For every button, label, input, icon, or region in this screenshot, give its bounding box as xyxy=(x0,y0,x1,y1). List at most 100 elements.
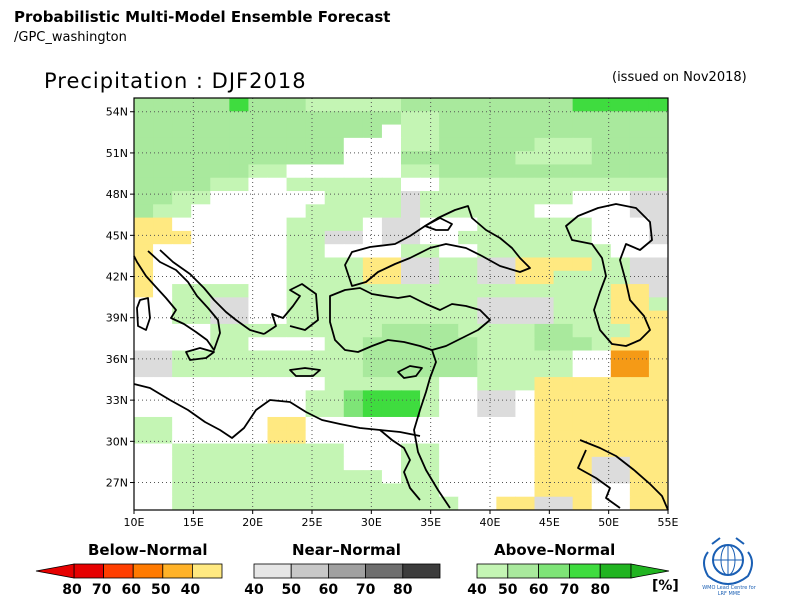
grid-cell xyxy=(362,390,383,405)
grid-cell xyxy=(439,111,459,126)
grid-cell xyxy=(534,350,555,365)
lon-tick-label: 55E xyxy=(658,516,679,529)
grid-cell xyxy=(229,337,249,352)
grid-cell xyxy=(553,230,574,245)
grid-cell xyxy=(305,297,326,312)
grid-cell xyxy=(496,151,516,165)
grid-cell xyxy=(553,337,574,352)
grid-cell xyxy=(553,297,574,312)
grid-cell xyxy=(458,416,478,431)
grid-cell xyxy=(343,98,364,112)
logo-caption: WMO Lead Centre for LRF MME xyxy=(684,585,774,597)
grid-cell xyxy=(401,443,421,458)
grid-cell xyxy=(248,204,268,219)
grid-cell xyxy=(324,430,345,445)
grid-cell xyxy=(210,204,230,219)
grid-cell xyxy=(610,111,631,126)
grid-cell xyxy=(534,496,555,511)
grid-cell xyxy=(439,98,459,112)
sicily-coastline xyxy=(185,347,215,361)
grid-cell xyxy=(515,337,535,352)
grid-cell xyxy=(420,124,440,139)
grid-cell xyxy=(458,111,478,126)
grid-cell xyxy=(553,416,574,431)
grid-cell xyxy=(229,257,249,272)
grid-cell xyxy=(439,363,459,378)
grid-cell xyxy=(153,337,173,352)
grid-cell xyxy=(134,456,154,471)
grid-cell xyxy=(610,151,631,165)
grid-cell xyxy=(229,164,249,179)
grid-cell xyxy=(267,363,288,378)
grid-cell xyxy=(134,164,154,179)
grid-cell xyxy=(381,310,402,325)
grid-cell xyxy=(172,416,192,431)
grid-cell xyxy=(134,124,154,139)
grid-cell xyxy=(515,443,535,458)
grid-cell xyxy=(286,284,307,298)
grid-cell xyxy=(572,124,593,139)
grid-cell xyxy=(153,204,173,219)
grid-cell xyxy=(439,177,459,192)
grid-cell xyxy=(286,244,307,258)
grid-cell xyxy=(401,323,421,338)
grid-cell xyxy=(381,297,402,312)
grid-cell xyxy=(553,363,574,378)
grid-cell xyxy=(267,270,288,285)
grid-cell xyxy=(134,111,154,126)
grid-cell xyxy=(458,284,478,298)
grid-cell xyxy=(267,430,288,445)
grid-cell xyxy=(229,204,249,219)
grid-cell xyxy=(324,284,345,298)
grid-cell xyxy=(286,310,307,325)
grid-cell xyxy=(267,124,288,139)
grid-cell xyxy=(191,257,211,272)
grid-cell xyxy=(229,217,249,232)
grid-cell xyxy=(515,323,535,338)
legend-label: 70 xyxy=(92,582,112,598)
grid-cell xyxy=(324,111,345,126)
cyprus-coastline xyxy=(397,365,423,379)
grid-cell xyxy=(343,377,364,391)
grid-cell xyxy=(191,98,211,112)
grid-cell xyxy=(248,244,268,258)
grid-cell xyxy=(458,151,478,165)
grid-cell xyxy=(134,350,154,365)
grid-cell xyxy=(591,151,612,165)
grid-cell xyxy=(477,124,497,139)
grid-cell xyxy=(629,164,650,179)
grid-cell xyxy=(610,390,631,405)
grid-cell xyxy=(134,323,154,338)
grid-cell xyxy=(343,177,364,192)
grid-cell xyxy=(420,416,440,431)
grid-cell xyxy=(248,297,268,312)
grid-cell xyxy=(515,390,535,405)
legend-swatch xyxy=(476,563,509,579)
grid-cell xyxy=(210,470,230,484)
grid-cell xyxy=(572,217,593,232)
grid-cell xyxy=(629,124,650,139)
grid-cell xyxy=(343,337,364,352)
grid-cell xyxy=(553,257,574,272)
grid-cell xyxy=(362,204,383,219)
grid-cell xyxy=(496,204,516,219)
grid-cell xyxy=(381,496,402,511)
sardinia-coastline xyxy=(136,297,151,331)
grid-cell xyxy=(629,137,650,152)
grid-cell xyxy=(267,257,288,272)
grid-cell xyxy=(305,483,326,498)
grid-cell xyxy=(286,323,307,338)
grid-cell xyxy=(343,111,364,126)
grid-cell xyxy=(210,98,230,112)
grid-cell xyxy=(572,377,593,391)
grid-cell xyxy=(515,217,535,232)
lat-tick-label: 42N xyxy=(106,271,128,284)
grid-cell xyxy=(381,443,402,458)
grid-cell xyxy=(629,111,650,126)
grid-cell xyxy=(229,350,249,365)
grid-cell xyxy=(248,470,268,484)
adriatic-coastline xyxy=(159,249,265,335)
legend-label: 80 xyxy=(393,582,413,598)
grid-cell xyxy=(267,377,288,391)
grid-cell xyxy=(591,98,612,112)
